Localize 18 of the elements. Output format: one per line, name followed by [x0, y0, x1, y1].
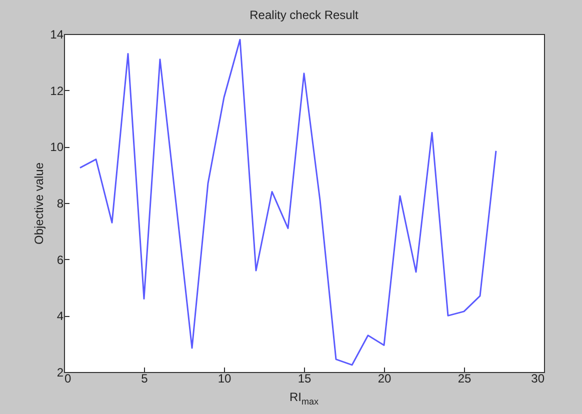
y-tick-label: 6	[56, 252, 64, 267]
y-tick-label: 10	[50, 140, 64, 154]
line-series	[79, 38, 497, 366]
y-tick-label: 8	[56, 196, 64, 210]
x-tick-label: 5	[141, 372, 148, 386]
x-tick-label: 15	[298, 372, 312, 386]
y-tick-label: 14	[50, 28, 64, 42]
x-tick-label: 20	[378, 372, 392, 386]
y-tick-label: 4	[56, 309, 64, 324]
x-tick-label: 25	[458, 372, 472, 386]
x-tick-label: 0	[64, 372, 72, 386]
y-axis-title: Objective value	[32, 162, 46, 245]
y-tick-label: 12	[50, 84, 64, 98]
chart-title: Reality check Result	[250, 8, 360, 22]
x-tick-label: 10	[218, 372, 232, 386]
x-tick-label: 30	[531, 372, 545, 386]
y-tick-label: 2	[56, 366, 64, 380]
x-axis-title: RI$_{max}$	[288, 390, 320, 406]
